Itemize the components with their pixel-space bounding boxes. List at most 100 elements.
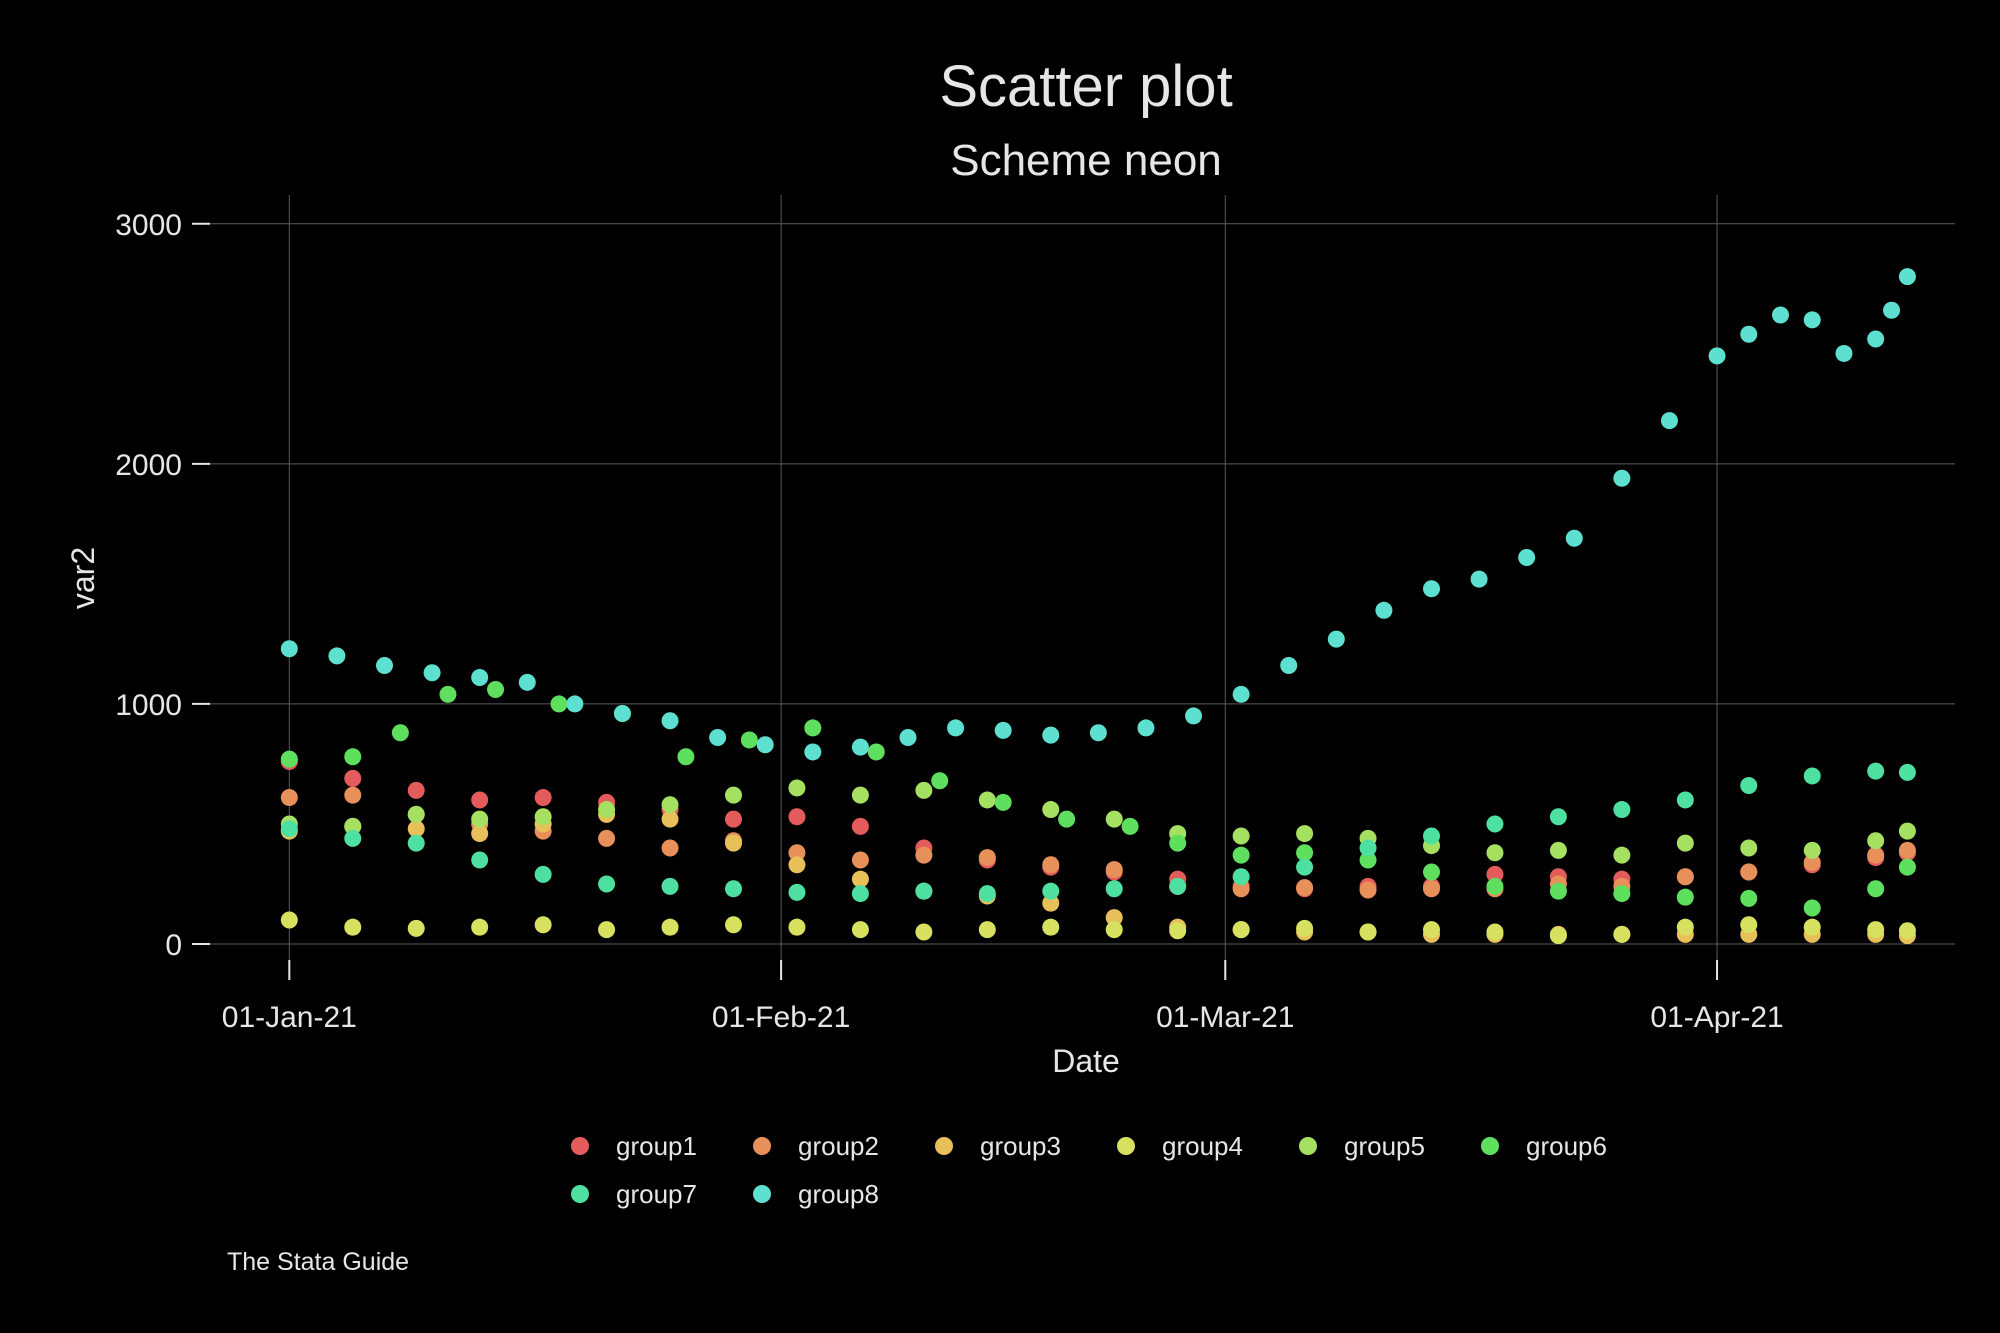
data-point: [1296, 879, 1314, 897]
grid-lines: [210, 195, 1955, 980]
data-point: [788, 808, 806, 826]
data-point: [1803, 767, 1821, 785]
data-point: [344, 817, 362, 835]
data-point: [471, 791, 489, 809]
data-point: [1867, 846, 1885, 864]
legend-item-group6: group6: [1481, 1131, 1607, 1161]
data-point: [677, 748, 695, 766]
data-point: [1137, 719, 1155, 737]
data-point: [518, 673, 536, 691]
data-point: [1898, 841, 1916, 859]
data-point: [280, 640, 298, 658]
data-point: [471, 810, 489, 828]
data-point: [1867, 330, 1885, 348]
data-point: [1898, 922, 1916, 940]
data-point: [661, 796, 679, 814]
x-tick-label: 01-Feb-21: [712, 1001, 850, 1034]
data-point: [978, 885, 996, 903]
data-point: [1470, 570, 1488, 588]
data-point: [851, 738, 869, 756]
legend-label: group8: [798, 1179, 879, 1209]
data-point: [613, 705, 631, 723]
data-point: [1803, 841, 1821, 859]
data-point: [931, 772, 949, 790]
data-point: [344, 748, 362, 766]
data-point: [1423, 580, 1440, 598]
series-group7: [280, 762, 1916, 903]
series-group2: [280, 786, 1916, 899]
legend-marker: [571, 1185, 589, 1203]
data-point: [1042, 882, 1060, 900]
legend-item-group5: group5: [1299, 1131, 1425, 1161]
data-point: [1296, 844, 1314, 862]
legend-item-group4: group4: [1117, 1131, 1243, 1161]
data-point: [550, 695, 568, 713]
data-point: [1105, 861, 1123, 879]
data-point: [725, 834, 742, 852]
data-point: [1549, 927, 1567, 945]
y-tick-label: 0: [165, 929, 182, 962]
data-point: [471, 851, 489, 869]
data-point: [978, 921, 996, 939]
data-point: [1486, 844, 1504, 862]
data-point: [851, 851, 869, 869]
data-point: [1867, 762, 1885, 780]
data-point: [725, 810, 742, 828]
data-point: [1803, 899, 1821, 917]
data-point: [1486, 865, 1504, 883]
data-point: [1375, 601, 1393, 619]
legend-marker: [1299, 1137, 1317, 1155]
legend-marker: [571, 1137, 589, 1155]
data-point: [566, 695, 584, 713]
data-point: [1898, 858, 1916, 876]
data-point: [1359, 881, 1377, 899]
data-point: [344, 769, 362, 787]
data-point: [1549, 841, 1567, 859]
data-point: [1549, 808, 1567, 826]
data-point: [423, 664, 441, 682]
data-point: [407, 781, 425, 799]
data-point: [1121, 817, 1139, 835]
legend-marker: [753, 1137, 771, 1155]
data-point: [407, 805, 425, 823]
data-point: [915, 882, 933, 900]
data-point: [1042, 801, 1060, 819]
data-point: [1423, 921, 1440, 939]
legend: group1 group2 group3 group4 group5 group6 grou…: [571, 1131, 1607, 1209]
data-point: [740, 731, 758, 749]
data-point: [661, 810, 679, 828]
legend-label: group5: [1344, 1131, 1425, 1161]
data-point: [1105, 909, 1123, 927]
data-point: [1660, 412, 1678, 430]
legend-item-group7: group7: [571, 1179, 697, 1209]
data-point: [1232, 846, 1250, 864]
data-point: [1169, 834, 1187, 852]
data-point: [280, 750, 298, 768]
data-point: [1740, 916, 1758, 934]
data-point: [1883, 301, 1901, 319]
data-point: [867, 743, 885, 761]
series-group1: [280, 753, 1916, 898]
data-point: [471, 918, 489, 936]
data-point: [851, 817, 869, 835]
data-point: [1359, 851, 1377, 869]
data-point: [788, 918, 806, 936]
data-point: [1676, 834, 1694, 852]
data-point: [1423, 827, 1440, 845]
data-point: [1296, 825, 1314, 843]
data-point: [1898, 268, 1916, 286]
data-point: [1089, 724, 1107, 742]
data-point: [1708, 347, 1726, 365]
data-point: [534, 916, 552, 934]
legend-label: group6: [1526, 1131, 1607, 1161]
data-point: [280, 820, 298, 838]
data-point: [1803, 311, 1821, 329]
data-point: [344, 786, 362, 804]
data-point: [598, 801, 616, 819]
data-point: [1296, 919, 1314, 937]
y-tick-label: 1000: [115, 689, 182, 722]
legend-marker: [935, 1137, 953, 1155]
data-point: [1676, 918, 1694, 936]
data-point: [1803, 918, 1821, 936]
